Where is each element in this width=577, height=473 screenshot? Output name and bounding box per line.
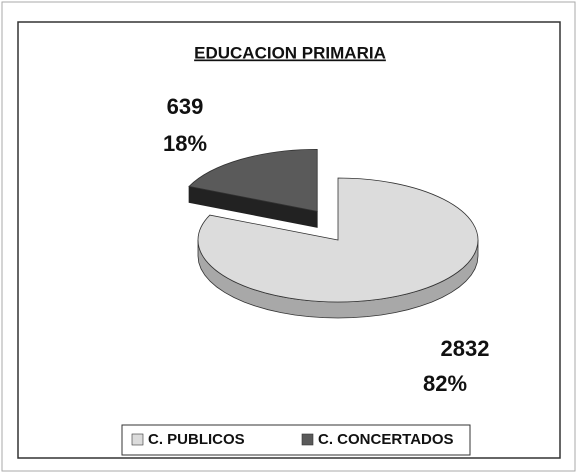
value-label: 2832 xyxy=(441,336,490,361)
pie-slice xyxy=(197,177,479,303)
chart-title: EDUCACION PRIMARIA xyxy=(194,43,386,62)
legend-label: C. PUBLICOS xyxy=(148,431,245,448)
percentage-label: 82% xyxy=(423,371,467,396)
value-label: 639 xyxy=(167,94,204,119)
legend-swatch xyxy=(131,433,144,446)
percentage-label: 18% xyxy=(163,131,207,156)
legend-swatch xyxy=(301,433,314,446)
pie-slice xyxy=(188,148,318,212)
legend-label: C. CONCERTADOS xyxy=(318,431,454,448)
legend-box xyxy=(121,424,471,456)
